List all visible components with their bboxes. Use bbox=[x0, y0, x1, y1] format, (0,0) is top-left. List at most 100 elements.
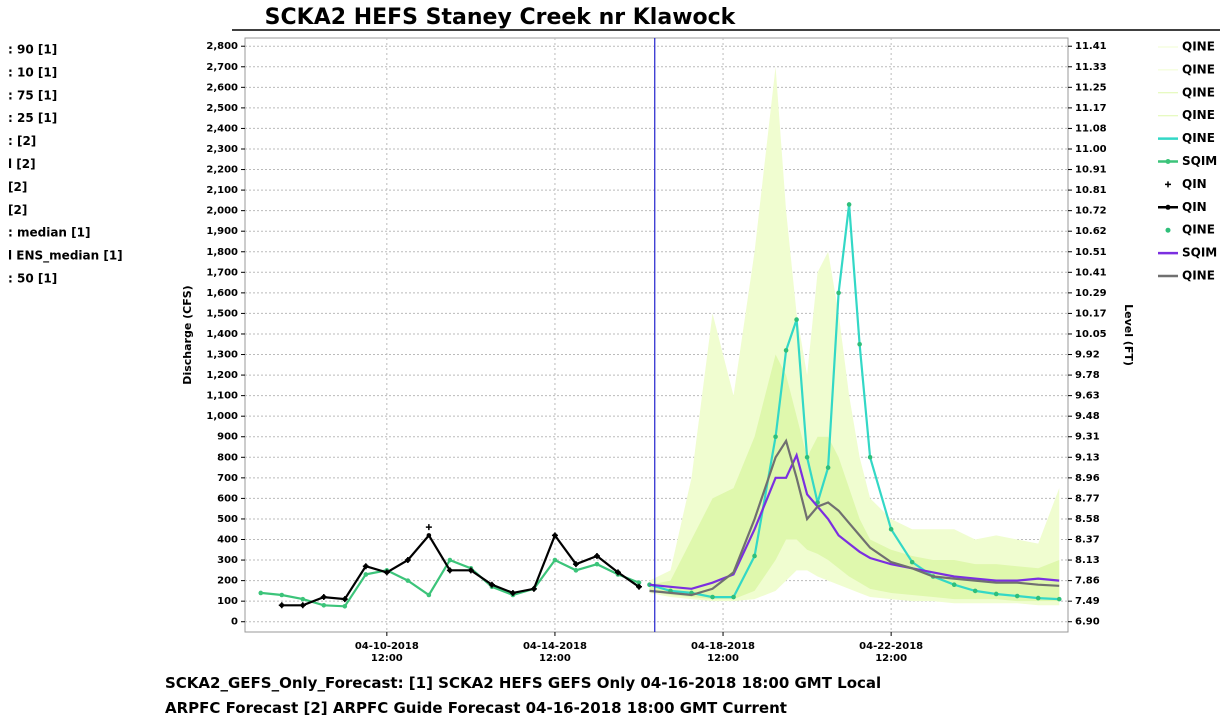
legend-label: [2] bbox=[8, 203, 27, 217]
point-marker bbox=[573, 568, 579, 573]
y-tick-label: 500 bbox=[217, 514, 238, 525]
y2-tick-label: 11.00 bbox=[1075, 144, 1107, 155]
y-tick-label: 2,100 bbox=[206, 185, 238, 196]
legend-swatch bbox=[1165, 159, 1171, 164]
y2-tick-label: 9.31 bbox=[1075, 432, 1100, 443]
point-marker bbox=[636, 580, 642, 585]
point-marker bbox=[846, 202, 852, 207]
legend-label: QIN bbox=[1182, 177, 1207, 191]
y2-tick-label: 7.86 bbox=[1075, 576, 1100, 587]
y-tick-label: 800 bbox=[217, 452, 238, 463]
point-marker bbox=[888, 526, 894, 532]
y-tick-label: 1,700 bbox=[206, 267, 238, 278]
point-marker bbox=[363, 572, 369, 577]
point-marker bbox=[426, 592, 432, 598]
y2-tick-label: 10.72 bbox=[1075, 206, 1107, 217]
y-tick-label: 100 bbox=[217, 596, 238, 607]
legend-label: : 50 [1] bbox=[8, 272, 57, 286]
point-marker bbox=[510, 590, 516, 596]
y-tick-label: 2,200 bbox=[206, 165, 238, 176]
footer-line: ARPFC Forecast [2] ARPFC Guide Forecast … bbox=[165, 699, 787, 717]
x-tick-label: 12:00 bbox=[539, 653, 571, 664]
legend-label: : 10 [1] bbox=[8, 65, 57, 79]
y-tick-label: 600 bbox=[217, 493, 238, 504]
y2-tick-label: 11.41 bbox=[1075, 41, 1107, 52]
y2-tick-label: 10.62 bbox=[1075, 226, 1107, 237]
y2-tick-label: 10.91 bbox=[1075, 165, 1107, 176]
point-marker bbox=[384, 570, 390, 575]
point-marker bbox=[836, 290, 841, 296]
legend-label: l [2] bbox=[8, 157, 36, 171]
legend-swatch bbox=[1165, 204, 1171, 210]
point-marker bbox=[783, 348, 789, 353]
y2-tick-label: 9.48 bbox=[1075, 411, 1100, 422]
y-tick-label: 2,500 bbox=[206, 103, 238, 114]
y2-tick-label: 8.13 bbox=[1075, 555, 1100, 566]
x-tick-label: 04-14-2018 bbox=[523, 641, 587, 652]
legend-label: QINE bbox=[1182, 108, 1215, 122]
band-area bbox=[649, 354, 1060, 602]
point-marker bbox=[300, 596, 306, 602]
point-marker bbox=[731, 594, 736, 600]
series-line bbox=[281, 533, 640, 607]
point-marker bbox=[447, 557, 453, 563]
y-tick-label: 1,800 bbox=[206, 247, 238, 258]
y-tick-label: 1,600 bbox=[206, 288, 238, 299]
y-tick-label: 2,600 bbox=[206, 82, 238, 93]
series-line bbox=[649, 438, 1060, 597]
point-marker bbox=[993, 591, 999, 597]
point-marker bbox=[426, 533, 432, 538]
x-tick-label: 12:00 bbox=[371, 653, 403, 664]
y2-tick-label: 9.63 bbox=[1075, 391, 1100, 402]
point-marker bbox=[300, 602, 306, 608]
y2-tick-label: 10.41 bbox=[1075, 267, 1107, 278]
y2-tick-label: 10.81 bbox=[1075, 185, 1107, 196]
legend-label: QINE bbox=[1182, 269, 1215, 283]
y-tick-label: 900 bbox=[217, 432, 238, 443]
point-marker bbox=[342, 604, 348, 609]
y2-tick-label: 10.29 bbox=[1075, 288, 1107, 299]
y2-tick-label: 8.58 bbox=[1075, 514, 1100, 525]
y2-tick-label: 8.37 bbox=[1075, 535, 1100, 546]
point-marker bbox=[363, 563, 369, 569]
point-marker bbox=[573, 561, 579, 567]
point-marker bbox=[531, 586, 537, 592]
legend-label: QIN bbox=[1182, 200, 1207, 214]
legend-swatch bbox=[1165, 227, 1171, 233]
legend-label: SQIM bbox=[1182, 154, 1217, 168]
series-line bbox=[649, 451, 1060, 590]
point-marker bbox=[773, 434, 778, 440]
legend-label: : [2] bbox=[8, 134, 36, 148]
y-tick-label: 1,900 bbox=[206, 226, 238, 237]
footer-line: SCKA2_GEFS_Only_Forecast: [1] SCKA2 HEFS… bbox=[165, 674, 881, 692]
plot-layer bbox=[245, 38, 1068, 632]
y2-tick-label: 11.17 bbox=[1075, 103, 1107, 114]
legend-label: QINE bbox=[1182, 40, 1215, 54]
point-marker bbox=[1056, 596, 1062, 602]
legend-label: SQIM bbox=[1182, 246, 1217, 260]
y2-tick-label: 11.33 bbox=[1075, 62, 1107, 73]
point-marker bbox=[710, 594, 715, 600]
point-marker bbox=[636, 584, 642, 590]
point-marker bbox=[552, 557, 558, 563]
y-tick-label: 0 bbox=[231, 617, 238, 628]
legend-label: : 90 [1] bbox=[8, 43, 57, 57]
point-marker bbox=[279, 592, 285, 598]
point-marker bbox=[405, 557, 411, 563]
x-tick-label: 04-22-2018 bbox=[859, 641, 923, 652]
y2-tick-label: 7.49 bbox=[1075, 596, 1100, 607]
chart-title: SCKA2 HEFS Staney Creek nr Klawock bbox=[265, 5, 737, 30]
point-marker bbox=[615, 570, 621, 575]
point-marker bbox=[552, 533, 558, 538]
point-marker bbox=[972, 588, 978, 594]
y-tick-label: 700 bbox=[217, 473, 238, 484]
y-tick-label: 2,800 bbox=[206, 41, 238, 52]
y-tick-label: 2,400 bbox=[206, 123, 238, 134]
y2-tick-label: 10.17 bbox=[1075, 308, 1107, 319]
point-marker bbox=[425, 524, 432, 531]
legend-label: : 25 [1] bbox=[8, 111, 57, 125]
point-marker bbox=[405, 578, 411, 583]
y-axis-label: Discharge (CFS) bbox=[181, 285, 194, 384]
point-marker bbox=[321, 594, 327, 600]
